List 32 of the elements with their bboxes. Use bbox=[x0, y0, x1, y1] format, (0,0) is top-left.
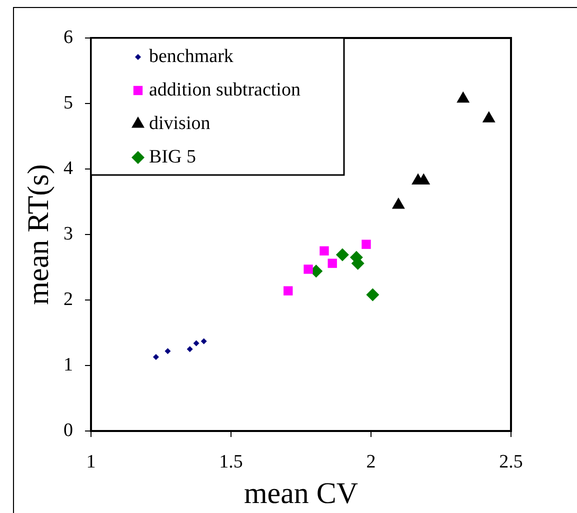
x-tick-label: 2 bbox=[366, 451, 376, 472]
y-axis-title: mean RT(s) bbox=[22, 164, 55, 305]
point bbox=[328, 258, 337, 268]
x-tick-label: 1.5 bbox=[219, 451, 243, 472]
x-tick-label: 2.5 bbox=[499, 451, 523, 472]
point bbox=[456, 91, 470, 103]
y-tick-label: 4 bbox=[64, 158, 74, 179]
point bbox=[304, 264, 313, 274]
point bbox=[392, 198, 405, 209]
y-tick-label: 1 bbox=[64, 354, 73, 376]
legend-label: addition subtraction bbox=[149, 79, 301, 100]
x-tick-label: 1 bbox=[86, 451, 96, 472]
point bbox=[336, 248, 349, 262]
y-tick-label: 0 bbox=[64, 420, 73, 441]
legend-label: BIG 5 bbox=[149, 146, 196, 168]
point bbox=[152, 354, 159, 360]
x-axis-title: mean CV bbox=[244, 476, 358, 510]
point bbox=[186, 346, 193, 352]
point bbox=[193, 340, 200, 346]
y-tick-label: 5 bbox=[64, 92, 73, 114]
point bbox=[284, 286, 293, 296]
legend-label: benchmark bbox=[149, 46, 234, 67]
point bbox=[362, 240, 371, 249]
legend-label: division bbox=[149, 112, 211, 134]
y-tick-label: 2 bbox=[64, 288, 73, 310]
point bbox=[200, 338, 207, 344]
point bbox=[164, 348, 171, 354]
y-tick-label: 6 bbox=[64, 26, 73, 48]
point bbox=[482, 111, 496, 122]
point bbox=[320, 246, 329, 256]
y-tick-label: 3 bbox=[64, 223, 73, 244]
point bbox=[366, 288, 380, 302]
